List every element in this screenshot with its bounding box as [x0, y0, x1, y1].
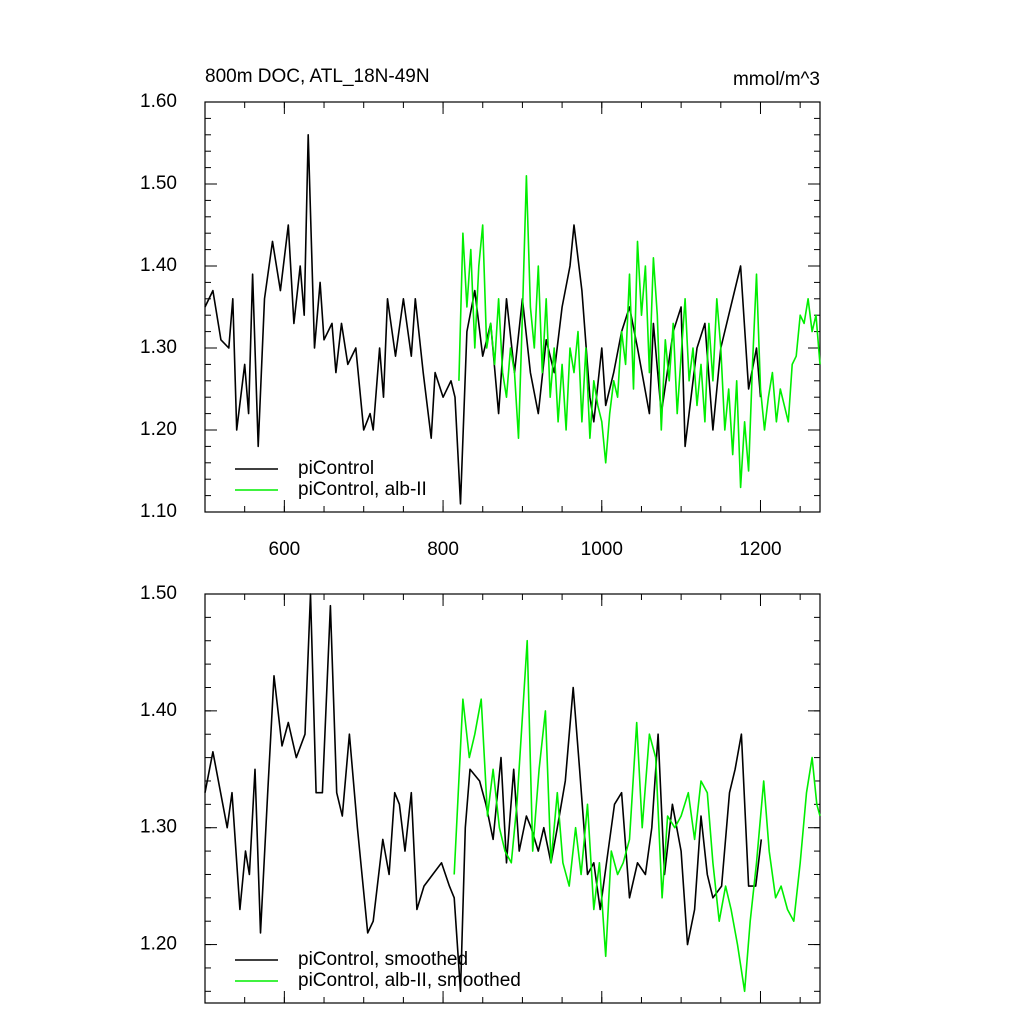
legend-label: piControl, alb-II [298, 479, 427, 500]
y-tick-label: 1.20 [140, 419, 177, 440]
data-line [204, 134, 762, 505]
plot-frame [204, 101, 821, 513]
legend-label: piControl, smoothed [298, 949, 468, 970]
data-line [204, 593, 763, 993]
chart-title: 800m DOC, ATL_18N-49N [205, 66, 430, 87]
x-tick-label: 800 [427, 539, 459, 560]
units-label: mmol/m^3 [733, 69, 820, 90]
x-tick-label: 600 [269, 539, 301, 560]
y-tick-label: 1.40 [140, 255, 177, 276]
plot-frame [204, 593, 821, 1004]
y-tick-label: 1.30 [140, 817, 177, 838]
legend-label: piControl [298, 458, 374, 479]
y-tick-label: 1.10 [140, 501, 177, 522]
y-tick-label: 1.20 [140, 934, 177, 955]
y-tick-label: 1.50 [140, 583, 177, 604]
legend-label: piControl, alb-II, smoothed [298, 970, 521, 991]
y-tick-label: 1.40 [140, 700, 177, 721]
y-tick-label: 1.50 [140, 173, 177, 194]
x-tick-label: 1000 [581, 539, 623, 560]
data-line [458, 175, 821, 489]
data-line [453, 639, 821, 993]
x-tick-label: 1200 [739, 539, 781, 560]
y-tick-label: 1.60 [140, 91, 177, 112]
y-tick-label: 1.30 [140, 337, 177, 358]
